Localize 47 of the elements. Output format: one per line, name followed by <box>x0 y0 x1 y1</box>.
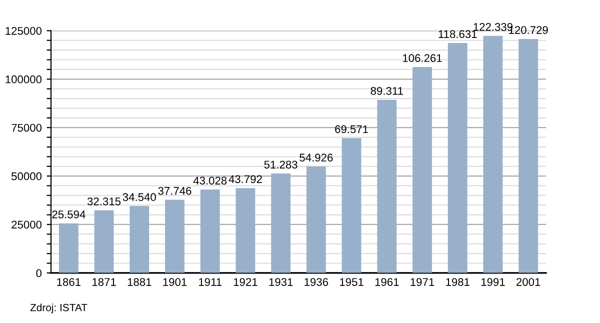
x-tick-label: 1991 <box>481 278 505 286</box>
x-tick-label: 1871 <box>92 278 116 286</box>
bar <box>483 36 503 273</box>
data-label: 34.540 <box>122 193 156 202</box>
y-tick-label: 125000 <box>6 26 42 35</box>
data-label: 54.926 <box>300 154 333 162</box>
data-label: 89.311 <box>370 87 403 95</box>
y-tick-label: 50000 <box>12 172 42 180</box>
bar <box>342 138 362 273</box>
data-label: 118.631 <box>438 30 477 38</box>
data-label: 37.746 <box>158 186 192 195</box>
y-tick-label: 100000 <box>6 75 42 84</box>
bar <box>58 223 78 273</box>
x-tick-label: 1861 <box>57 278 80 286</box>
bar <box>165 200 184 273</box>
bar <box>412 67 432 273</box>
bar <box>271 174 291 273</box>
x-tick-label: 1981 <box>446 278 470 286</box>
bar <box>200 190 220 273</box>
text: Zdroj: ISTAT <box>30 304 88 314</box>
data-label: 51.283 <box>264 160 298 169</box>
bar <box>448 43 468 273</box>
bar <box>377 100 397 273</box>
data-label: 32.315 <box>87 197 121 206</box>
x-tick-label: 1971 <box>410 278 434 286</box>
data-label: 43.028 <box>193 176 227 185</box>
y-tick-label: 25000 <box>12 220 42 229</box>
bar <box>130 206 150 273</box>
data-label: 43.792 <box>228 175 262 184</box>
x-tick-label: 1901 <box>163 278 187 286</box>
y-tick-label: 0 <box>36 269 42 278</box>
x-tick-label: 1881 <box>128 278 152 286</box>
bar <box>518 38 538 273</box>
x-tick-label: 1911 <box>199 278 222 286</box>
bar <box>236 188 256 273</box>
y-tick-label: 75000 <box>12 124 42 132</box>
x-tick-label: 1921 <box>234 278 258 286</box>
bar <box>94 210 114 273</box>
bar <box>306 166 326 273</box>
data-label: 106.261 <box>403 54 442 62</box>
x-tick-label: 1936 <box>304 278 328 286</box>
x-tick-label: 1931 <box>269 278 293 286</box>
data-label: 69.571 <box>335 125 368 134</box>
x-tick-label: 2001 <box>516 278 540 286</box>
x-tick-label: 1951 <box>340 278 364 286</box>
data-label: 25.594 <box>52 210 86 218</box>
x-tick-label: 1961 <box>375 278 399 286</box>
